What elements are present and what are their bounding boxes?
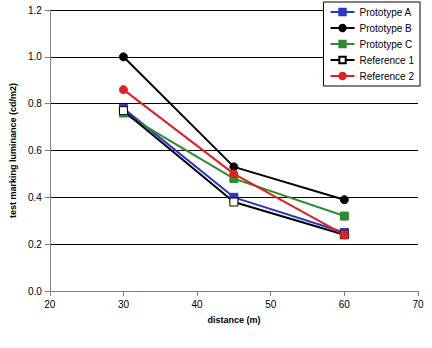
svg-text:0.8: 0.8: [28, 98, 42, 109]
svg-text:1.0: 1.0: [28, 51, 42, 62]
svg-text:60: 60: [339, 299, 351, 310]
svg-text:0.0: 0.0: [28, 286, 42, 297]
svg-text:1.2: 1.2: [28, 5, 42, 16]
svg-text:50: 50: [265, 299, 277, 310]
svg-text:0.6: 0.6: [28, 145, 42, 156]
svg-text:Reference 2: Reference 2: [360, 71, 415, 82]
svg-text:0.4: 0.4: [28, 192, 42, 203]
svg-text:Prototype A: Prototype A: [360, 7, 412, 18]
svg-text:0.2: 0.2: [28, 239, 42, 250]
svg-text:40: 40: [192, 299, 204, 310]
svg-text:30: 30: [118, 299, 130, 310]
svg-text:Reference 1: Reference 1: [360, 55, 415, 66]
svg-text:Prototype B: Prototype B: [360, 23, 413, 34]
svg-text:70: 70: [412, 299, 424, 310]
svg-text:distance (m): distance (m): [207, 315, 260, 325]
svg-text:Prototype C: Prototype C: [360, 39, 413, 50]
svg-text:20: 20: [44, 299, 56, 310]
svg-text:test marking luminance (cd/m2): test marking luminance (cd/m2): [8, 83, 18, 218]
